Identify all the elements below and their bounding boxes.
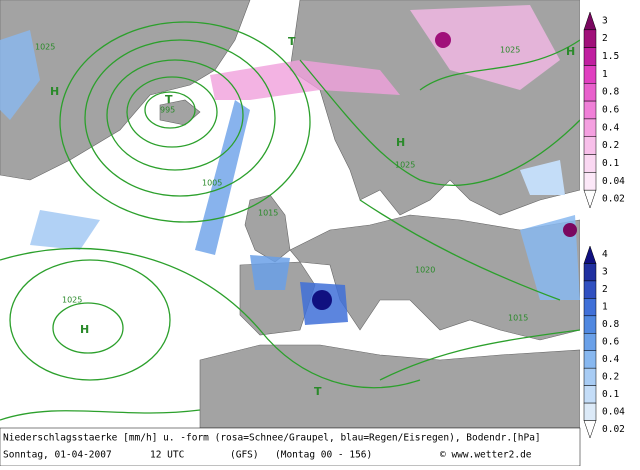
high-marker: H [396,136,405,149]
isobar-label: 1015 [508,314,528,323]
legend-swatch [583,154,597,173]
caption-model: (GFS) [230,450,259,461]
legend-label: 0.02 [602,194,625,205]
legend-swatch [583,333,597,351]
legend-swatch [583,280,597,299]
legend-swatch [583,47,597,66]
legend-swatch [583,172,597,191]
legend-label: 0.6 [602,337,619,348]
legend-label: 2 [602,284,608,295]
legend-label: 0.2 [602,371,619,382]
legend-swatch [583,189,597,209]
caption-credit: © www.wetter2.de [440,450,532,461]
legend-label: 0.8 [602,87,619,98]
isobar-label: 1025 [395,161,415,170]
caption-run: (Montag 00 - 156) [275,450,372,461]
map-labels: 1025 995 1005 1015 1025 1025 1025 1015 1… [35,35,575,398]
isobars [0,21,581,421]
legend-swatch [583,65,597,84]
legend-label: 0.04 [602,176,625,187]
legend-swatch [583,118,597,137]
high-marker: H [566,45,575,58]
legend-swatch [583,420,597,439]
legend-swatch [583,350,597,369]
legend-label: 3 [602,15,608,26]
legend-label: 0.2 [602,140,619,151]
legend-swatch [583,402,597,421]
legend-swatch [583,100,597,120]
legend-label: 0.02 [602,424,625,435]
legend-label: 0.6 [602,105,619,116]
isobar-label: 1005 [202,179,222,188]
legend-label: 0.1 [602,158,619,169]
legend-label: 2 [602,33,608,44]
legend-swatch [583,136,597,155]
isobar-label: 1025 [62,296,82,305]
caption-box [0,427,581,467]
low-marker: T [314,385,322,398]
legend-swatch [583,263,597,282]
high-marker: H [80,323,89,336]
legend-label: 0.04 [602,406,625,417]
legend-swatch [583,29,597,48]
legend-swatch [583,298,597,317]
legend-label: 0.8 [602,319,619,330]
legend-label: 0.4 [602,122,619,133]
legend-swatch [583,315,597,334]
caption-line: Niederschlagsstaerke [mm/h] u. -form (ro… [3,433,541,444]
high-marker: H [50,85,59,98]
legend-label: 1 [602,69,608,80]
legend-swatch [583,385,597,404]
legend-label: 4 [602,249,608,260]
isobar-label: 1015 [258,209,278,218]
isobar-label: 995 [160,106,175,115]
legend-label: 0.4 [602,354,619,365]
caption-time: 12 UTC [150,450,184,461]
isobar-label: 1025 [500,46,520,55]
legend-label: 0.1 [602,389,619,400]
legend-label: 1 [602,302,608,313]
low-marker: T [288,35,296,48]
legend-swatch [583,83,597,102]
isobar-label: 1020 [415,266,435,275]
legend-swatch [583,367,597,386]
legend-label: 3 [602,267,608,278]
caption-date: Sonntag, 01-04-2007 [3,450,112,461]
low-marker: T [165,93,173,106]
isobar-label: 1025 [35,43,55,52]
legend-label: 1.5 [602,51,619,62]
